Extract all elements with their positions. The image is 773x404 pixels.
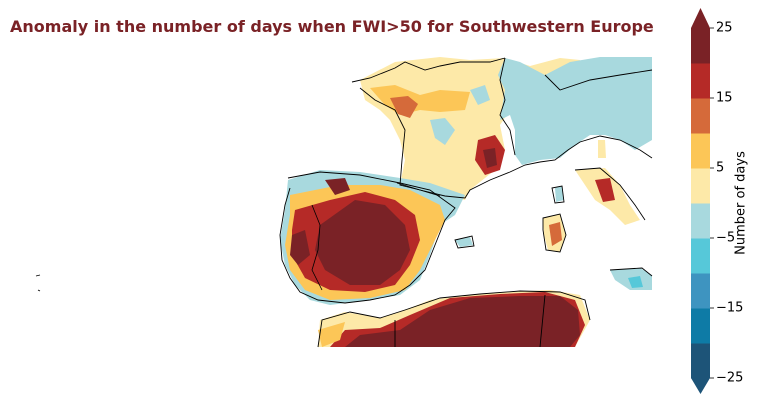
colorbar bbox=[691, 8, 714, 394]
colorbar-tick-label: 5 bbox=[716, 160, 725, 176]
map-title: Anomaly in the number of days when FWI>5… bbox=[10, 17, 654, 36]
colorbar-segment bbox=[691, 133, 710, 169]
alps-region bbox=[498, 57, 652, 165]
colorbar-segment bbox=[691, 203, 710, 239]
colorbar-tick-label: 25 bbox=[716, 20, 733, 36]
land-anomaly-fill bbox=[280, 57, 652, 347]
colorbar-extend-min bbox=[691, 378, 710, 394]
colorbar-tick-label: −5 bbox=[716, 230, 736, 246]
colorbar-segment bbox=[691, 63, 710, 99]
colorbar-tick-label: −15 bbox=[716, 300, 744, 316]
colorbar-segment bbox=[691, 238, 710, 274]
colorbar-label: Number of days bbox=[733, 151, 749, 255]
colorbar-tick-label: 15 bbox=[716, 90, 733, 106]
colorbar-segment bbox=[691, 308, 710, 344]
colorbar-tick-label: −25 bbox=[716, 370, 744, 386]
colorbar-segment bbox=[691, 28, 710, 64]
coastlines-and-borders bbox=[35, 57, 653, 348]
colorbar-segment bbox=[691, 343, 710, 379]
colorbar-segment bbox=[691, 273, 710, 309]
colorbar-extend-max bbox=[691, 8, 710, 28]
colorbar-segment bbox=[691, 98, 710, 134]
colorbar-segment bbox=[691, 168, 710, 204]
